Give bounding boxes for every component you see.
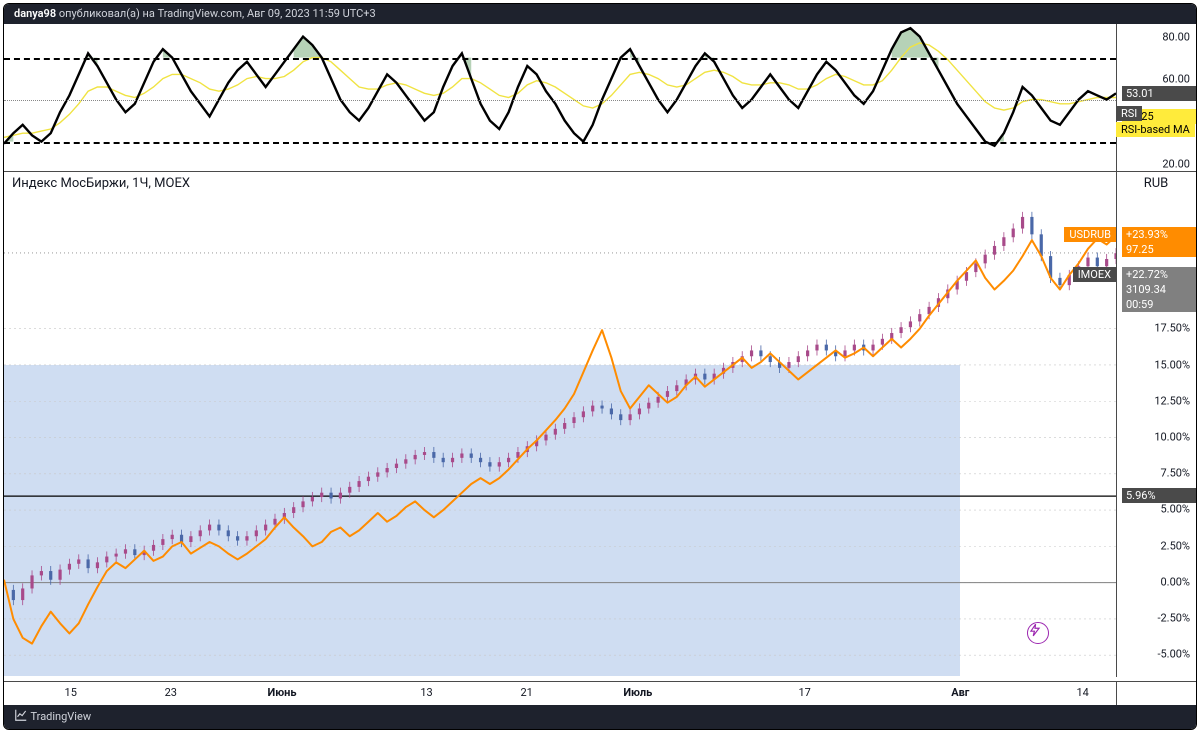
header-pub: опубликовал(а) на TradingView.com, — [59, 7, 244, 20]
main-yaxis[interactable]: -5.00% -2.50% 0.00% 2.50% 5.00% 7.50% 10.00% 12… — [1116, 172, 1196, 677]
rsi-value-badge: 53.01 — [1122, 86, 1196, 101]
imoex-price-badge: 3109.34 — [1122, 282, 1196, 297]
x-tick: 21 — [520, 686, 532, 699]
rsi-yaxis[interactable]: 20.0040.0060.0080.0053.0142.25 — [1116, 24, 1196, 171]
footer-brand: TradingView — [31, 710, 92, 723]
header-bar: danya98 опубликовал(а) на TradingView.co… — [4, 4, 1196, 24]
x-tick: 14 — [1076, 686, 1088, 699]
rsi-ytick: 80.00 — [1162, 30, 1190, 43]
main-ytick: 0.00% — [1160, 575, 1190, 588]
rsi-ytick: 20.00 — [1162, 157, 1190, 170]
chart-frame: danya98 опубликовал(а) на TradingView.co… — [3, 3, 1197, 730]
rsi-ytick: 60.00 — [1162, 72, 1190, 85]
currency-label[interactable]: RUB — [1120, 176, 1192, 191]
main-ytick: -2.50% — [1157, 612, 1190, 625]
imoex-countdown-badge: 00:59 — [1122, 297, 1196, 312]
hline-badge: 5.96% — [1122, 488, 1196, 503]
chart-title: Индекс МосБиржи, 1Ч, MOEX — [12, 176, 190, 191]
flash-icon[interactable] — [1027, 622, 1049, 644]
x-axis-right-gap — [1116, 681, 1196, 705]
x-tick: 17 — [798, 686, 810, 699]
usdrub-pct-badge: +23.93% — [1122, 227, 1196, 242]
main-ytick: 12.50% — [1154, 394, 1190, 407]
main-ytick: 2.50% — [1160, 539, 1190, 552]
main-pane[interactable]: Индекс МосБиржи, 1Ч, MOEX RUB -5.00% -2.5… — [4, 172, 1196, 677]
main-plot — [4, 172, 1116, 677]
x-tick: Июль — [623, 686, 652, 699]
x-tick: 13 — [420, 686, 432, 699]
usdrub-price-badge: 97.25 — [1122, 242, 1196, 257]
x-tick: Июнь — [268, 686, 297, 699]
main-ytick: 7.50% — [1160, 467, 1190, 480]
main-ytick: 10.00% — [1154, 431, 1190, 444]
x-tick: 23 — [165, 686, 177, 699]
imoex-label-badge: IMOEX — [1073, 267, 1116, 282]
header-user: danya98 — [14, 7, 56, 20]
main-ytick: 17.50% — [1154, 322, 1190, 335]
header-time: Авг 09, 2023 11:59 UTC+3 — [247, 7, 376, 20]
main-ytick: 5.00% — [1160, 503, 1190, 516]
rsi-plot — [4, 24, 1116, 171]
main-ytick: -5.00% — [1157, 648, 1190, 661]
usdrub-label-badge: USDRUB — [1064, 227, 1116, 242]
x-tick: 15 — [65, 686, 77, 699]
rsi-label-badge: RSI — [1116, 106, 1142, 121]
footer-bar: TradingView — [4, 705, 1196, 729]
main-ytick: 15.00% — [1154, 358, 1190, 371]
panes: 20.0040.0060.0080.0053.0142.25 RSI RSI-b… — [4, 24, 1196, 677]
x-tick: Авг — [951, 686, 969, 699]
imoex-pct-badge: +22.72% — [1122, 267, 1196, 282]
rsi-ma-label-badge: RSI-based MA — [1116, 122, 1195, 137]
rsi-pane[interactable]: 20.0040.0060.0080.0053.0142.25 RSI RSI-b… — [4, 24, 1196, 172]
x-axis[interactable]: 15 23 Июнь 13 21 Июль 17 Авг 14 — [4, 681, 1116, 705]
